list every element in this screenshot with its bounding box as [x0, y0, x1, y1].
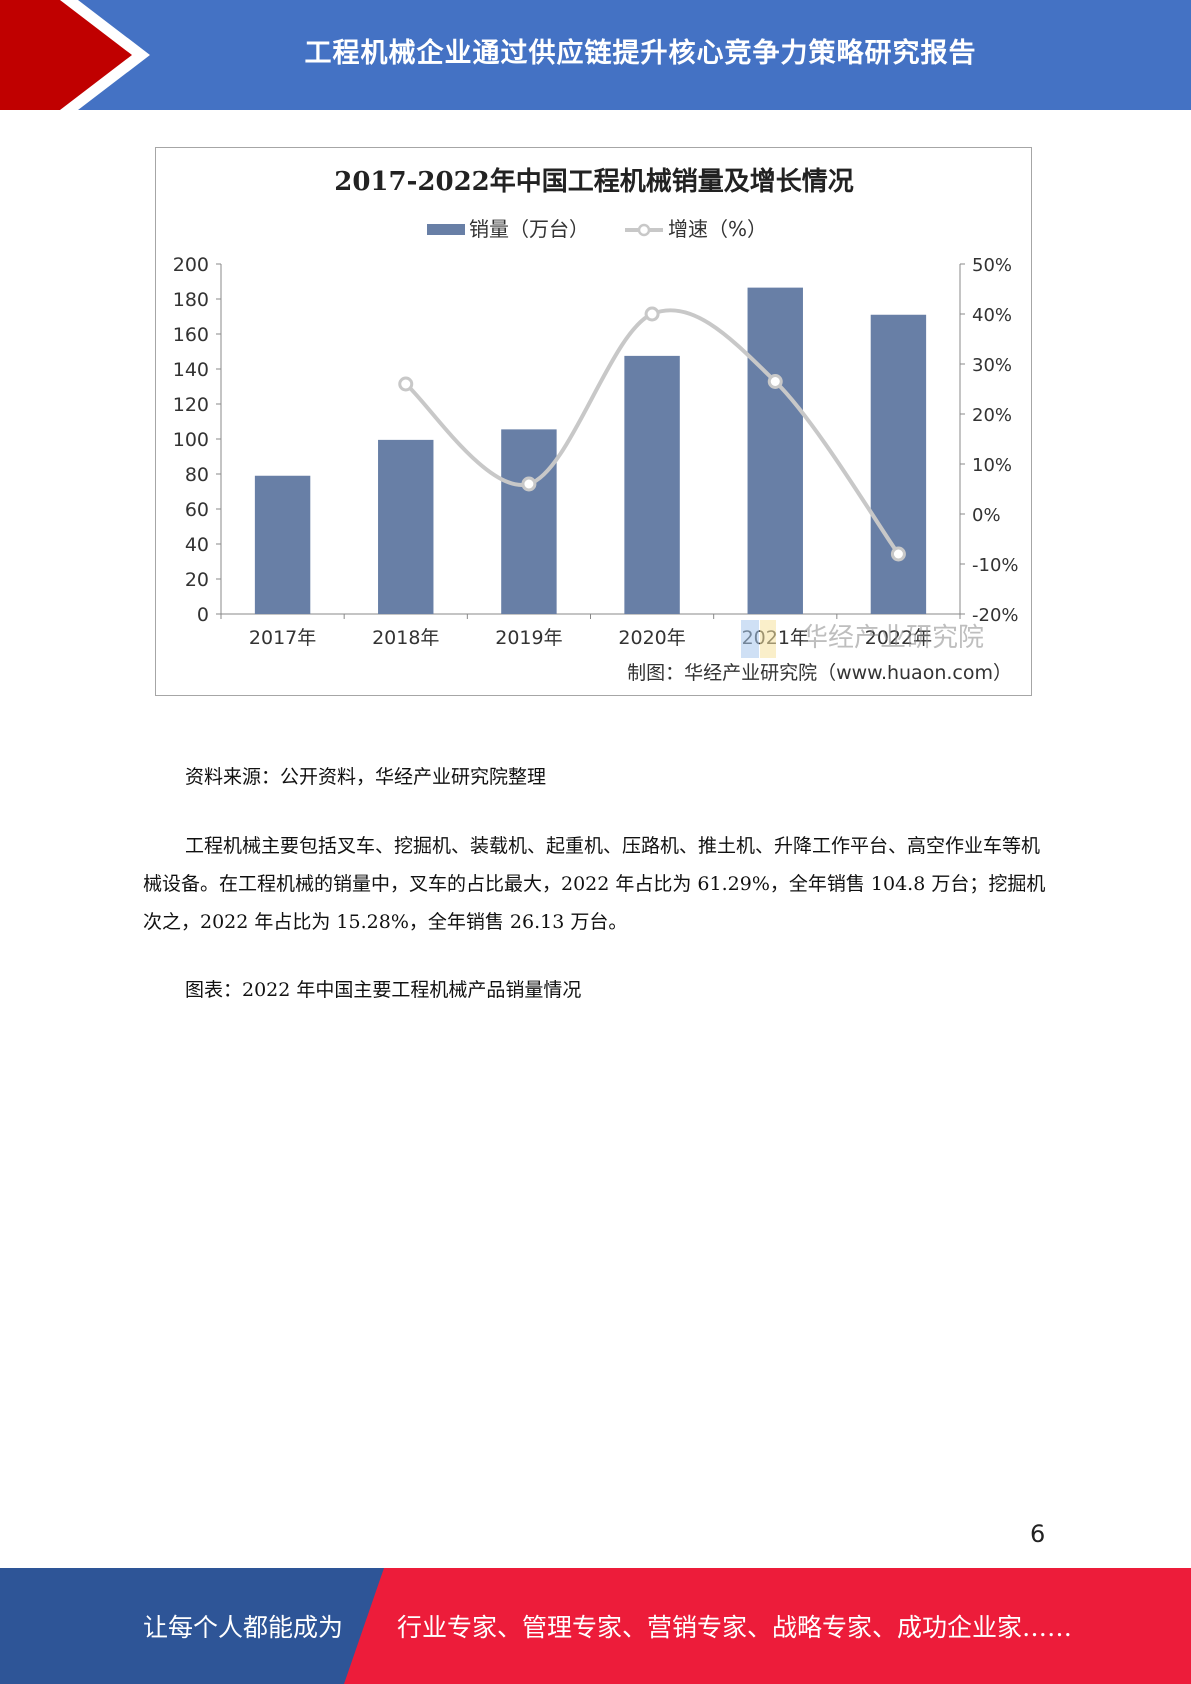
- bar-sales: [501, 429, 557, 614]
- left-axis-tick-label: 160: [173, 324, 209, 346]
- right-axis-tick-label: -20%: [972, 605, 1019, 626]
- bar-sales: [747, 287, 803, 614]
- x-axis-tick-label: 2020年: [618, 627, 685, 649]
- growth-point: [644, 306, 660, 322]
- left-axis-tick-label: 40: [185, 534, 209, 556]
- right-axis-tick-label: -10%: [972, 555, 1019, 576]
- footer-background: [0, 1568, 1191, 1684]
- right-axis-tick-label: 50%: [972, 255, 1012, 276]
- chart-frame: 2017-2022年中国工程机械销量及增长情况 销量（万台） 增速（%） 0 20…: [155, 147, 1032, 696]
- figure-caption: 图表：2022 年中国主要工程机械产品销量情况: [185, 979, 582, 1001]
- page-number: 6: [1030, 1520, 1046, 1548]
- body-paragraph: 工程机械主要包括叉车、挖掘机、装载机、起重机、压路机、推土机、升降工作平台、高空…: [143, 835, 1046, 933]
- left-axis-tick-label: 100: [173, 429, 209, 451]
- bar-sales: [624, 355, 680, 614]
- source-note: 资料来源：公开资料，华经产业研究院整理: [185, 766, 547, 788]
- left-axis-tick-label: 140: [173, 359, 209, 381]
- watermark-logo: 华经产业研究院: [741, 620, 984, 658]
- chart-legend: 销量（万台） 增速（%）: [427, 217, 767, 241]
- footer-slogan-right: 行业专家、管理专家、营销专家、战略专家、成功企业家……: [397, 1613, 1073, 1642]
- legend-line-marker: [637, 223, 651, 237]
- legend-line-label: 增速（%）: [668, 217, 767, 241]
- legend-bar-label: 销量（万台）: [469, 217, 589, 241]
- bar-sales: [254, 475, 311, 614]
- report-title: 工程机械企业通过供应链提升核心竞争力策略研究报告: [304, 37, 977, 69]
- bar-sales: [378, 439, 434, 614]
- footer-slogan-left: 让每个人都能成为: [143, 1613, 344, 1642]
- watermark-text: 华经产业研究院: [802, 623, 984, 653]
- growth-point: [398, 376, 414, 392]
- legend-bar-swatch: [427, 224, 465, 235]
- x-axis-tick-label: 2019年: [495, 627, 562, 649]
- bar-sales: [870, 314, 927, 614]
- left-axis-tick-label: 180: [173, 289, 209, 311]
- right-axis-tick-label: 30%: [972, 355, 1012, 376]
- right-axis-tick-label: 10%: [972, 455, 1012, 476]
- left-axis-tick-label: 20: [185, 569, 209, 591]
- growth-point: [890, 546, 906, 562]
- left-axis-tick-label: 80: [185, 464, 209, 486]
- x-axis-tick-label: 2022年: [865, 627, 932, 649]
- plot-area: 0 20 40 60 80 100 120 140 160 180 200 -20% -10% 0% 10%…: [173, 254, 1019, 649]
- growth-point: [521, 476, 537, 492]
- right-axis-tick-label: 40%: [972, 305, 1012, 326]
- right-axis-tick-label: 0%: [972, 505, 1001, 526]
- left-axis-tick-label: 0: [197, 604, 209, 626]
- growth-point: [767, 374, 783, 389]
- left-axis-tick-label: 60: [185, 499, 209, 521]
- x-axis-tick-label: 2018年: [372, 627, 439, 649]
- chart-title: 2017-2022年中国工程机械销量及增长情况: [334, 166, 854, 197]
- left-axis-tick-label: 120: [173, 394, 209, 416]
- right-axis-tick-label: 20%: [972, 405, 1012, 426]
- chart-credit: 制图：华经产业研究院（www.huaon.com）: [627, 662, 1012, 684]
- page-footer: 让每个人都能成为 行业专家、管理专家、营销专家、战略专家、成功企业家……: [0, 1568, 1191, 1684]
- page-header: 工程机械企业通过供应链提升核心竞争力策略研究报告: [0, 0, 1191, 110]
- left-axis-tick-label: 200: [173, 254, 209, 276]
- sales-growth-chart: 2017-2022年中国工程机械销量及增长情况 销量（万台） 增速（%） 0 20…: [173, 166, 1019, 684]
- header-arrow-decoration: [0, 0, 150, 110]
- x-axis-tick-label: 2017年: [249, 627, 316, 649]
